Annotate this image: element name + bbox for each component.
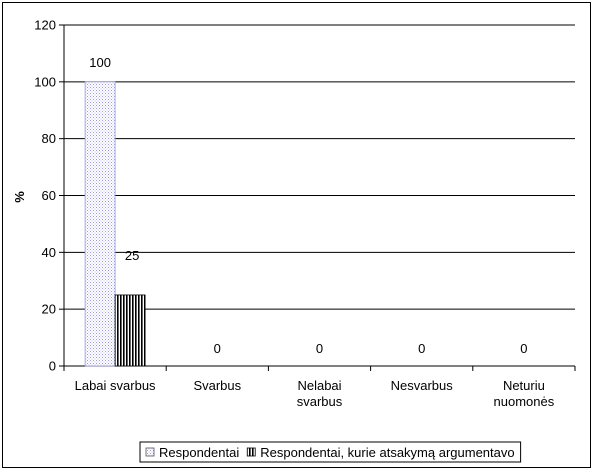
y-tick-label: 20 <box>42 302 56 317</box>
x-tick-label: nuomonės <box>494 394 555 409</box>
y-tick-label: 0 <box>49 359 56 374</box>
x-tick-label: svarbus <box>297 394 343 409</box>
bar-respondentai <box>84 81 116 367</box>
axes <box>59 24 576 371</box>
x-tick-label: Nesvarbus <box>391 378 454 393</box>
legend-label: Respondentai, kurie atsakymą argumentavo <box>260 445 514 460</box>
data-label: 0 <box>418 341 425 356</box>
x-tick-label: Svarbus <box>193 378 241 393</box>
y-tick-label: 100 <box>34 74 56 89</box>
bar-argumentavo <box>114 294 146 367</box>
legend-box <box>139 441 522 463</box>
y-tick-label: 40 <box>42 245 56 260</box>
legend-label: Respondentai <box>159 445 239 460</box>
data-label: 0 <box>316 341 323 356</box>
y-tick-label: 120 <box>34 18 56 33</box>
x-tick-label: Neturiu <box>503 378 545 393</box>
data-label: 100 <box>89 55 111 70</box>
data-label: 0 <box>214 341 221 356</box>
y-tick-label: 60 <box>42 188 56 203</box>
x-tick-label: Labai svarbus <box>75 378 156 393</box>
legend-swatch <box>246 447 256 457</box>
y-tick-label: 80 <box>42 131 56 146</box>
y-axis-label: % <box>12 191 27 203</box>
bars <box>84 81 146 367</box>
x-tick-label: Nelabai <box>297 378 341 393</box>
labels: 0 20 40 60 80 100 120 100 25 Labai svarbus 0 Svarbu… <box>34 18 554 410</box>
legend-swatch <box>145 447 155 457</box>
gridlines <box>64 24 575 310</box>
data-label: 0 <box>520 341 527 356</box>
legend: Respondentai Respondentai, kurie atsakymą… <box>139 441 522 463</box>
data-label: 25 <box>125 248 139 263</box>
